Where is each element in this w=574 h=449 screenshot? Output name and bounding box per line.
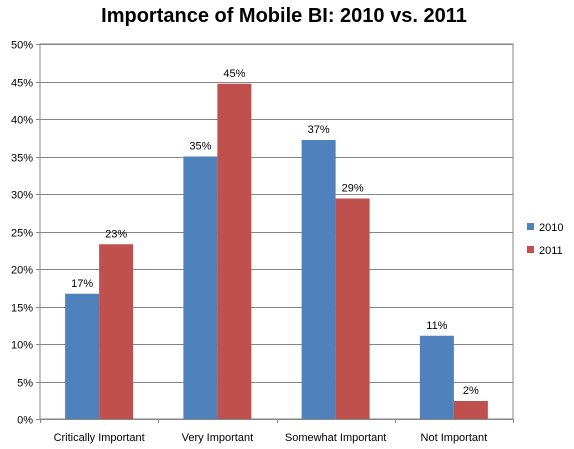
y-tick-label: 50% [11,40,33,52]
bars-layer [65,83,488,419]
bar-2011-2 [335,198,370,419]
y-tick-label: 35% [11,153,33,165]
y-tick-label: 25% [11,228,33,240]
data-label: 17% [71,278,93,290]
y-tick-label: 40% [11,115,33,127]
bar-2011-1 [217,83,252,419]
y-tick-label: 45% [11,78,33,90]
axis-layer: 0% 5% 10% 15% 20% 25% 30% 35% 40% 45% 50% Criticall… [11,40,514,444]
data-label: 11% [426,320,447,332]
labels-layer: 17% 23% 35% 45% 37% 29% 11% 2% [71,68,479,397]
bar-2010-1 [183,156,218,419]
y-tick-label: 0% [17,415,33,427]
data-label: 35% [189,141,211,153]
x-category-label: Very Important [182,432,254,444]
x-category-label: Critically Important [54,432,145,444]
y-tick-label: 30% [11,190,33,202]
chart-title: Importance of Mobile BI: 2010 vs. 2011 [101,5,467,27]
legend-label: 2011 [539,245,563,257]
data-label: 37% [308,124,330,136]
legend-swatch-2011 [527,246,534,253]
legend-label: 2010 [539,222,563,234]
y-tick-label: 20% [11,265,33,277]
y-tick-label: 5% [17,378,33,390]
x-category-label: Somewhat Important [285,432,387,444]
bar-2010-3 [419,335,454,419]
bar-2011-3 [453,401,488,419]
data-label: 2% [463,385,479,397]
bar-2010-2 [301,140,336,419]
bar-2011-0 [99,244,134,419]
y-tick-label: 10% [11,340,33,352]
bar-2010-0 [65,293,100,419]
data-label: 45% [223,68,245,80]
legend: 2010 2011 [527,222,563,257]
x-category-label: Not Important [421,432,488,444]
data-label: 23% [105,228,127,240]
data-label: 29% [342,183,364,195]
y-tick-label: 15% [11,303,33,315]
legend-swatch-2010 [527,223,534,230]
